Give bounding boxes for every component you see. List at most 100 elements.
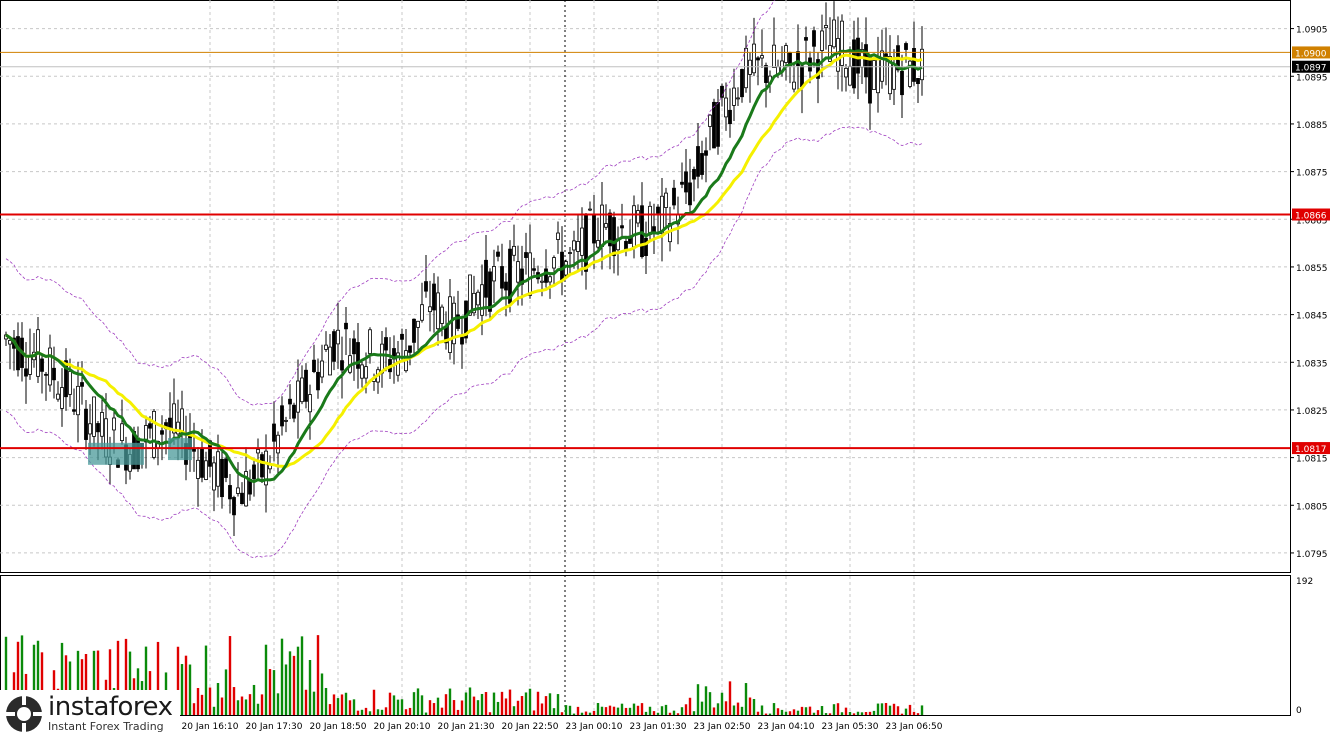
candle-down: [252, 464, 256, 480]
volume-bar: [796, 710, 800, 715]
volume-bar: [884, 702, 888, 715]
candle-up: [724, 97, 728, 118]
volume-bar: [484, 692, 488, 715]
volume-bar: [860, 712, 864, 715]
candle-down: [488, 271, 492, 312]
price-tick-label: 1.0885: [1296, 121, 1328, 131]
candle-up: [752, 43, 756, 74]
volume-bar: [652, 711, 656, 715]
candle-down: [680, 181, 684, 185]
candle-up: [364, 366, 368, 379]
volume-bar: [896, 706, 900, 715]
candle-up: [828, 45, 832, 62]
candle-up: [588, 208, 592, 211]
candle-down: [16, 336, 20, 371]
candle-down: [344, 322, 348, 330]
candle-up: [552, 257, 556, 269]
volume-bar: [816, 710, 820, 715]
volume-bar: [408, 707, 412, 715]
volume-bar: [416, 688, 420, 715]
candle-up: [540, 280, 544, 283]
volume-bar: [116, 640, 120, 715]
volume-bar: [620, 703, 624, 715]
volume-bar: [636, 705, 640, 715]
candle-up: [236, 487, 240, 494]
volume-bar: [280, 638, 284, 715]
volume-bar: [488, 712, 492, 715]
candle-up: [368, 329, 372, 354]
volume-bar: [60, 642, 64, 715]
volume-bar: [92, 650, 96, 715]
candle-up: [604, 223, 608, 228]
volume-bar: [340, 694, 344, 715]
volume-bar: [356, 710, 360, 715]
entry-marker-sell: [88, 442, 144, 465]
volume-bar: [660, 706, 664, 715]
volume-bar: [300, 636, 304, 715]
candle-up: [528, 252, 532, 296]
volume-bar: [668, 712, 672, 715]
volume-bar: [744, 683, 748, 715]
candle-down: [684, 171, 688, 193]
candle-up: [204, 460, 208, 480]
brand-tagline: Instant Forex Trading: [48, 720, 164, 733]
volume-bar: [392, 695, 396, 715]
price-tick-label: 1.0865: [1296, 216, 1328, 226]
time-tick-label: 20 Jan 21:30: [438, 722, 495, 732]
candle-up: [468, 274, 472, 316]
candle-up: [840, 20, 844, 66]
time-tick-label: 20 Jan 18:50: [310, 722, 367, 732]
volume-bar: [784, 711, 788, 715]
brand-logo: instaforex Instant Forex Trading: [0, 690, 180, 737]
volume-bar: [900, 713, 904, 715]
volume-bar: [876, 703, 880, 715]
candle-down: [272, 423, 276, 442]
candle-down: [280, 405, 284, 427]
candle-down: [340, 360, 344, 371]
candle-down: [592, 213, 596, 244]
volume-bar: [236, 700, 240, 715]
volume-bar: [128, 651, 132, 715]
volume-bar: [920, 705, 924, 715]
candle-up: [708, 114, 712, 127]
candle-up: [792, 81, 796, 90]
volume-tick-label: 0: [1296, 706, 1302, 716]
candle-up: [568, 252, 572, 254]
price-tick-label: 1.0875: [1296, 169, 1328, 179]
volume-bar: [740, 706, 744, 715]
price-pane-frame: [0, 0, 1291, 573]
bollinger-lower-band: [5, 126, 923, 559]
candle-up: [824, 25, 828, 29]
volume-bar: [212, 706, 216, 715]
volume-bar: [40, 652, 44, 715]
candle-up: [264, 450, 268, 486]
volume-bar: [608, 705, 612, 715]
volume-bar: [736, 702, 740, 715]
candle-down: [692, 169, 696, 180]
volume-bar: [204, 645, 208, 715]
candle-up: [256, 449, 260, 454]
candle-up: [744, 47, 748, 89]
time-tick-label: 20 Jan 20:10: [374, 722, 431, 732]
volume-bar: [36, 640, 40, 715]
candle-up: [760, 55, 764, 59]
volume-bar: [700, 701, 704, 715]
candle-down: [496, 251, 500, 257]
volume-bar: [20, 635, 24, 715]
candle-down: [356, 342, 360, 369]
volume-bar: [912, 711, 916, 715]
candle-up: [872, 60, 876, 90]
candle-down: [72, 409, 76, 412]
volume-bar: [820, 706, 824, 715]
candle-down: [484, 259, 488, 298]
candle-down: [64, 360, 68, 398]
candle-up: [112, 417, 116, 431]
candle-down: [912, 48, 916, 82]
volume-bar: [260, 694, 264, 715]
volume-bar: [256, 703, 260, 715]
volume-bar: [540, 703, 544, 715]
candle-down: [688, 182, 692, 206]
volume-bar: [432, 703, 436, 715]
candle-up: [440, 306, 444, 324]
candle-up: [876, 58, 880, 94]
